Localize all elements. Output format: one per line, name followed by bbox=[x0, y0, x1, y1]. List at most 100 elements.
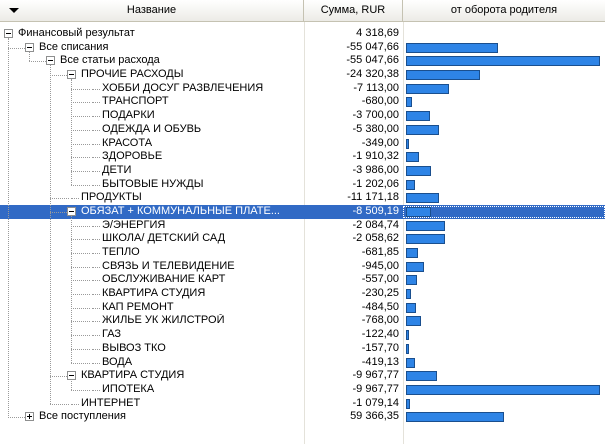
row-amount: -2 084,74 bbox=[352, 218, 399, 231]
share-bar-cell bbox=[404, 193, 604, 204]
row-amount: -55 047,66 bbox=[346, 54, 399, 67]
share-bar-cell bbox=[404, 371, 604, 382]
row-amount: 4 318,69 bbox=[356, 27, 399, 39]
tree-connector bbox=[92, 294, 100, 296]
collapse-icon[interactable] bbox=[67, 206, 76, 216]
row-label: ПРОЧИЕ РАСХОДЫ bbox=[81, 68, 184, 81]
row-amount: 59 366,35 bbox=[350, 410, 399, 423]
tree-row[interactable]: КВАРТИРА СТУДИЯ -230,25 bbox=[0, 287, 605, 301]
row-amount: -1 079,14 bbox=[352, 396, 399, 409]
share-bar-cell bbox=[404, 42, 604, 53]
share-bar bbox=[406, 165, 431, 176]
tree-connector bbox=[71, 88, 90, 90]
tree-row[interactable]: ОДЕЖДА И ОБУВЬ -5 380,00 bbox=[0, 123, 605, 137]
column-header-share-label: от оборота родителя bbox=[450, 4, 558, 16]
share-bar bbox=[406, 302, 416, 313]
row-amount: -2 058,62 bbox=[352, 232, 399, 245]
share-bar-cell bbox=[404, 234, 604, 245]
row-amount: -681,85 bbox=[361, 246, 399, 258]
collapse-icon[interactable] bbox=[46, 56, 55, 66]
share-bar-cell bbox=[404, 124, 604, 135]
row-amount: -3 986,00 bbox=[352, 163, 399, 176]
tree-connector bbox=[92, 102, 100, 104]
share-bar-cell bbox=[404, 398, 604, 409]
row-amount: -484,50 bbox=[361, 300, 399, 313]
tree-row[interactable]: Все списания -55 047,66 bbox=[0, 41, 605, 55]
tree-row[interactable]: КАП РЕМОНТ -484,50 bbox=[0, 301, 605, 315]
share-bar bbox=[406, 371, 437, 382]
tree-row[interactable]: ХОББИ ДОСУГ РАЗВЛЕЧЕНИЯ -7 113,00 bbox=[0, 82, 605, 96]
row-amount: -3 700,00 bbox=[352, 109, 399, 122]
share-bar-cell bbox=[404, 316, 604, 327]
tree-connector bbox=[71, 266, 90, 268]
row-label: Все поступления bbox=[39, 410, 126, 423]
share-bar bbox=[406, 83, 449, 94]
column-header-name-label: Название bbox=[126, 4, 177, 16]
tree-connector-vertical bbox=[29, 51, 30, 62]
tree-row[interactable]: ШКОЛА/ ДЕТСКИЙ САД -2 058,62 bbox=[0, 232, 605, 246]
collapse-icon[interactable] bbox=[4, 29, 13, 38]
tree-row[interactable]: СВЯЗЬ И ТЕЛЕВИДЕНИЕ -945,00 bbox=[0, 260, 605, 274]
row-amount: -230,25 bbox=[361, 287, 399, 300]
row-label: ИПОТЕКА bbox=[102, 382, 155, 395]
row-label: БЫТОВЫЕ НУЖДЫ bbox=[102, 177, 204, 190]
row-amount: -122,40 bbox=[361, 328, 399, 341]
sort-down-icon[interactable] bbox=[9, 8, 19, 13]
share-bar-cell bbox=[404, 289, 604, 300]
collapse-icon[interactable] bbox=[25, 42, 34, 52]
tree-row[interactable]: Э/ЭНЕРГИЯ -2 084,74 bbox=[0, 219, 605, 233]
tree-row[interactable]: ПРОДУКТЫ -11 171,18 bbox=[0, 191, 605, 205]
tree-row[interactable]: Все поступления 59 366,35 bbox=[0, 410, 605, 424]
row-amount: -5 380,00 bbox=[352, 122, 399, 135]
share-bar bbox=[406, 261, 424, 272]
share-bar bbox=[406, 330, 409, 341]
row-amount: -680,00 bbox=[361, 95, 399, 108]
tree-connector bbox=[92, 239, 100, 241]
share-bar bbox=[406, 289, 411, 300]
tree-row[interactable]: ИНТЕРНЕТ -1 079,14 bbox=[0, 397, 605, 411]
tree-connector bbox=[71, 170, 90, 172]
tree-row[interactable]: ТРАНСПОРТ -680,00 bbox=[0, 95, 605, 109]
tree-row[interactable]: ЖИЛЬЕ УК ЖИЛСТРОЙ -768,00 bbox=[0, 314, 605, 328]
column-divider bbox=[403, 22, 404, 444]
row-label: ДЕТИ bbox=[102, 163, 132, 176]
tree-row[interactable]: Финансовый результат 4 318,69 bbox=[0, 27, 605, 41]
collapse-icon[interactable] bbox=[67, 70, 76, 80]
share-bar bbox=[406, 152, 419, 163]
share-bar bbox=[406, 384, 600, 395]
tree-row[interactable]: ДЕТИ -3 986,00 bbox=[0, 164, 605, 178]
column-header-share[interactable]: от оборота родителя bbox=[403, 0, 605, 21]
tree-connector bbox=[71, 239, 90, 241]
tree-row[interactable]: ПОДАРКИ -3 700,00 bbox=[0, 109, 605, 123]
tree-row[interactable]: Все статьи расхода -55 047,66 bbox=[0, 54, 605, 68]
share-bar-cell bbox=[404, 412, 604, 423]
row-amount: -9 967,77 bbox=[352, 369, 399, 382]
share-bar bbox=[406, 42, 498, 53]
tree-row[interactable]: БЫТОВЫЕ НУЖДЫ -1 202,06 bbox=[0, 178, 605, 192]
expand-icon[interactable] bbox=[25, 412, 34, 422]
tree-row[interactable]: ПРОЧИЕ РАСХОДЫ -24 320,38 bbox=[0, 68, 605, 82]
share-bar bbox=[406, 138, 409, 149]
tree-row[interactable]: ВОДА -419,13 bbox=[0, 356, 605, 370]
tree-connector bbox=[50, 75, 69, 77]
tree-connector bbox=[92, 88, 100, 90]
tree-row[interactable]: ИПОТЕКА -9 967,77 bbox=[0, 383, 605, 397]
share-bar-cell bbox=[404, 357, 604, 368]
tree-row[interactable]: ОБЯЗАТ + КОММУНАЛЬНЫЕ ПЛАТЕ... -8 509,19 bbox=[0, 204, 605, 219]
column-header-name[interactable]: Название bbox=[0, 0, 304, 21]
tree-row[interactable]: ГАЗ -122,40 bbox=[0, 328, 605, 342]
tree-row[interactable]: ОБСЛУЖИВАНИЕ КАРТ -557,00 bbox=[0, 273, 605, 287]
share-bar bbox=[406, 70, 480, 81]
tree-row[interactable]: КВАРТИРА СТУДИЯ -9 967,77 bbox=[0, 369, 605, 383]
tree-row[interactable]: ТЕПЛО -681,85 bbox=[0, 246, 605, 260]
tree-row[interactable]: КРАСОТА -349,00 bbox=[0, 137, 605, 151]
collapse-icon[interactable] bbox=[67, 371, 76, 381]
share-bar bbox=[406, 398, 410, 409]
row-amount: -1 910,32 bbox=[352, 150, 399, 163]
share-bar bbox=[406, 124, 439, 135]
tree-row[interactable]: ВЫВОЗ ТКО -157,70 bbox=[0, 342, 605, 356]
tree-row[interactable]: ЗДОРОВЬЕ -1 910,32 bbox=[0, 150, 605, 164]
column-header-amount[interactable]: Сумма, RUR bbox=[304, 0, 403, 21]
row-amount: -945,00 bbox=[361, 259, 399, 272]
